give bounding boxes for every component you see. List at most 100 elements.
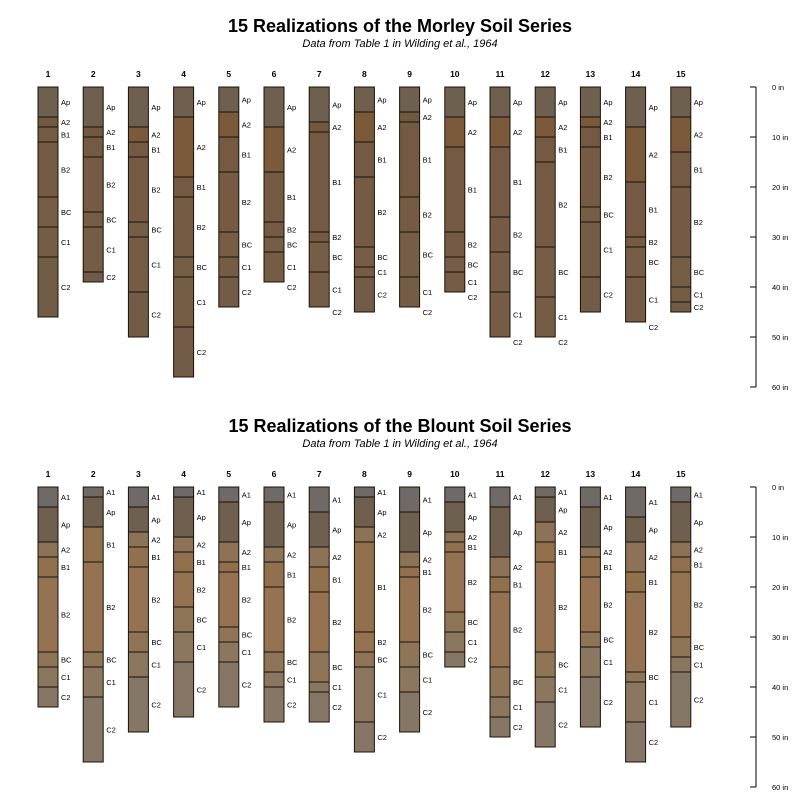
morley-horizon-label: A2 [151, 131, 160, 140]
morley-horizon-label: C1 [558, 313, 568, 322]
morley-horizon [535, 162, 556, 247]
blount-horizon-label: C1 [603, 658, 613, 667]
blount-horizon [309, 652, 330, 682]
blount-horizon [535, 542, 556, 562]
blount-horizon-label: Ap [513, 528, 522, 537]
blount-horizon [444, 502, 465, 532]
blount-horizon [173, 632, 194, 662]
blount-profile-chart: 1A1ApA2B1B2BCC1C22A1ApB1B2BCC1C23A1ApA2B… [37, 469, 788, 792]
blount-depth-tick-label: 10 in [772, 533, 788, 542]
morley-horizon [490, 292, 510, 337]
blount-horizon-label: C1 [649, 698, 659, 707]
blount-horizon [490, 667, 510, 697]
blount-horizon [625, 572, 646, 592]
morley-profile-6: 6 Ap A2 B1 B2 BC C1 C2 [263, 69, 298, 292]
morley-horizon [580, 277, 601, 312]
blount-horizon-label: A2 [468, 533, 477, 542]
morley-horizon-label: C2 [423, 308, 433, 317]
blount-horizon-label: BC [423, 651, 434, 660]
blount-horizon [309, 682, 330, 692]
morley-profile-label: 2 [91, 69, 96, 79]
blount-profile-label: 9 [407, 469, 412, 479]
morley-horizon [580, 117, 601, 127]
morley-horizon [580, 147, 601, 207]
morley-horizon-label: C2 [603, 291, 613, 300]
blount-horizon-label: C2 [558, 721, 568, 730]
morley-profile-label: 6 [272, 69, 277, 79]
morley-horizon [625, 237, 646, 247]
morley-profile-1: 1 Ap A2 B1 B2 BC C1 C2 [37, 69, 72, 318]
morley-horizon [173, 117, 194, 177]
blount-horizon-label: BC [468, 618, 479, 627]
blount-profile-label: 13 [586, 469, 596, 479]
blount-horizon [490, 697, 510, 717]
morley-horizon [490, 217, 510, 252]
morley-horizon [83, 127, 104, 137]
blount-horizon-label: B1 [649, 578, 658, 587]
morley-horizon [399, 122, 420, 197]
blount-horizon [38, 652, 58, 667]
blount-horizon-label: C1 [332, 683, 342, 692]
blount-horizon-label: BC [332, 663, 343, 672]
blount-horizon-label: B1 [151, 553, 160, 562]
morley-depth-tick-label: 40 in [772, 283, 788, 292]
blount-horizon-label: C2 [513, 723, 523, 732]
morley-profile-label: 10 [450, 69, 460, 79]
morley-horizon-label: C2 [197, 348, 207, 357]
blount-horizon-label: A2 [423, 556, 432, 565]
blount-profile-outline [173, 486, 195, 718]
morley-horizon [128, 222, 149, 237]
morley-horizon [173, 197, 194, 257]
blount-horizon-label: C2 [332, 703, 342, 712]
morley-horizon-label: C1 [332, 286, 342, 295]
morley-depth-tick-label: 20 in [772, 183, 788, 192]
blount-horizon [83, 652, 104, 667]
blount-horizon [625, 722, 646, 762]
morley-horizon [128, 157, 149, 222]
blount-horizon-label: C2 [468, 656, 478, 665]
blount-horizon [128, 567, 149, 632]
blount-horizon [309, 547, 330, 567]
morley-profile-outline [353, 86, 375, 313]
morley-horizon [38, 197, 58, 227]
morley-horizon [264, 172, 284, 222]
blount-horizon-label: Ap [287, 521, 296, 530]
morley-profile-outline [534, 86, 556, 338]
morley-horizon [354, 247, 375, 267]
morley-horizon-label: B1 [694, 166, 703, 175]
morley-horizon-label: C1 [242, 263, 252, 272]
morley-horizon [354, 142, 375, 177]
blount-horizon [580, 632, 601, 647]
blount-horizon [580, 557, 601, 577]
blount-profile-label: 7 [317, 469, 322, 479]
morley-horizon [354, 177, 375, 247]
morley-horizon-label: Ap [694, 98, 703, 107]
blount-horizon-label: A2 [287, 551, 296, 560]
morley-horizon [625, 182, 646, 237]
morley-horizon [625, 247, 646, 277]
blount-horizon-label: BC [242, 631, 253, 640]
morley-horizon [309, 242, 330, 272]
blount-horizon-label: A1 [468, 491, 477, 500]
blount-profile-label: 4 [181, 469, 186, 479]
blount-horizon [128, 677, 149, 732]
blount-horizon-label: Ap [197, 513, 206, 522]
blount-horizon [535, 652, 556, 677]
blount-horizon-label: C2 [242, 681, 252, 690]
blount-horizon [399, 642, 420, 667]
blount-horizon [670, 572, 691, 637]
morley-horizon [625, 87, 646, 127]
blount-horizon [580, 677, 601, 727]
morley-profile-outline [308, 86, 330, 308]
morley-horizon [38, 227, 58, 257]
morley-horizon [670, 117, 691, 152]
blount-horizon-label: BC [151, 638, 162, 647]
morley-horizon [218, 232, 239, 257]
blount-horizon-label: C2 [197, 686, 207, 695]
morley-horizon [173, 87, 194, 117]
blount-horizon-label: A2 [151, 536, 160, 545]
morley-profile-4: 4 Ap A2 B1 B2 BC C1 C2 [173, 69, 208, 378]
blount-horizon [264, 672, 284, 687]
morley-profile-outline [263, 86, 285, 283]
morley-horizon-label: C2 [61, 283, 71, 292]
